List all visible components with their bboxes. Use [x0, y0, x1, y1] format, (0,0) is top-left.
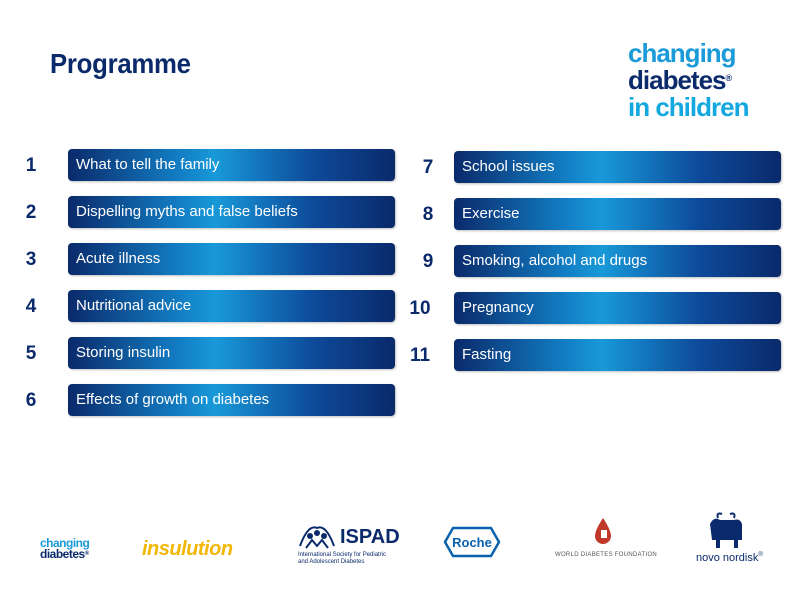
programme-item-10: Pregnancy — [454, 292, 781, 324]
brand-line-1: changing — [628, 38, 737, 68]
ispad-emblem-icon — [299, 526, 335, 549]
ispad-subtitle-2: and Adolescent Diabetes — [298, 559, 365, 565]
brand-line-2: diabetes® — [628, 67, 748, 94]
programme-item-label: What to tell the family — [76, 156, 220, 173]
item-number-6: 6 — [25, 390, 37, 411]
sponsor-logos: changing diabetes® insulution ISPAD Inte… — [0, 510, 800, 580]
programme-item-label: Dispelling myths and false beliefs — [76, 203, 298, 220]
brand-line-2-text: diabetes — [628, 65, 726, 95]
item-number-11: 11 — [409, 345, 431, 366]
item-number-5: 5 — [25, 343, 37, 364]
novo-registered-mark: ® — [758, 552, 763, 558]
programme-item-label: School issues — [462, 158, 555, 175]
programme-item-label: Storing insulin — [76, 344, 171, 361]
item-number-7: 7 — [422, 157, 434, 178]
programme-item-5: Storing insulin — [68, 337, 395, 369]
item-number-8: 8 — [422, 204, 434, 225]
programme-item-4: Nutritional advice — [68, 290, 395, 322]
programme-item-label: Exercise — [462, 205, 520, 222]
ispad-subtitle: International Society for Pediatric and … — [298, 552, 408, 566]
item-number-2: 2 — [25, 202, 37, 223]
roche-logo: Roche — [443, 526, 501, 558]
changing-diabetes-in-children-logo: changing diabetes® in children — [628, 38, 749, 122]
page-title: Programme — [50, 48, 191, 79]
item-number-4: 4 — [25, 296, 37, 317]
item-number-1: 1 — [25, 155, 37, 176]
item-number-9: 9 — [422, 251, 434, 272]
programme-item-label: Acute illness — [76, 250, 161, 267]
brand-registered-mark: ® — [725, 73, 733, 83]
programme-item-1: What to tell the family — [68, 149, 395, 181]
programme-item-11: Fasting — [454, 339, 781, 371]
programme-item-3: Acute illness — [68, 243, 395, 275]
changing-diabetes-logo: changing diabetes® — [40, 536, 90, 561]
programme-item-9: Smoking, alcohol and drugs — [454, 245, 781, 277]
item-number-10: 10 — [409, 298, 431, 319]
blood-drop-icon — [595, 518, 611, 544]
programme-item-label: Nutritional advice — [76, 297, 192, 314]
programme-item-2: Dispelling myths and false beliefs — [68, 196, 395, 228]
programme-item-label: Smoking, alcohol and drugs — [462, 252, 648, 269]
programme-item-label: Fasting — [462, 346, 512, 363]
programme-item-8: Exercise — [454, 198, 781, 230]
novo-nordisk-name: novo nordisk® — [696, 552, 763, 564]
programme-item-7: School issues — [454, 151, 781, 183]
apis-bull-icon — [710, 512, 742, 548]
cd-registered-mark: ® — [84, 551, 89, 557]
programme-item-label: Pregnancy — [462, 299, 534, 316]
programme-item-6: Effects of growth on diabetes — [68, 384, 395, 416]
cd-line-2: diabetes® — [40, 547, 89, 561]
cd-line-2-text: diabetes — [40, 547, 85, 561]
roche-hexagon-icon: Roche — [443, 526, 501, 558]
ispad-subtitle-1: International Society for Pediatric — [298, 552, 387, 558]
brand-line-3: in children — [628, 92, 749, 122]
cd-line-1: changing — [40, 536, 90, 550]
programme-item-label: Effects of growth on diabetes — [76, 391, 270, 408]
novo-name-text: novo nordisk — [696, 552, 759, 564]
wdf-name: WORLD DIABETES FOUNDATION — [555, 552, 658, 558]
item-number-3: 3 — [25, 249, 37, 270]
insulution-logo: insulution — [142, 538, 233, 560]
roche-label: Roche — [452, 535, 492, 550]
ispad-name: ISPAD — [340, 526, 400, 548]
